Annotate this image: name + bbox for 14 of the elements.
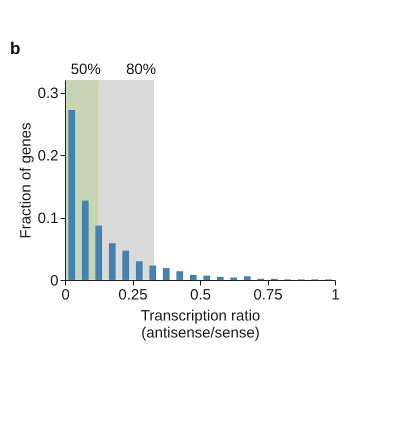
x-tick-label: 0: [61, 286, 70, 304]
y-axis-title: Fraction of genes: [18, 122, 35, 238]
y-tick-label: 0: [50, 272, 58, 290]
band-label: 50%: [70, 61, 101, 78]
y-tick-label: 0.1: [38, 210, 58, 227]
x-tick-label: 0.5: [190, 286, 211, 304]
x-tick-label: 0.75: [253, 286, 283, 304]
y-tick-label: 0.2: [38, 148, 58, 164]
x-tick-label: 0.25: [118, 286, 148, 304]
x-tick-label: 1: [331, 286, 340, 304]
x-axis-title: Transcription ratio (antisense/sense): [140, 308, 260, 342]
text: b: [10, 39, 20, 58]
band-label: 80%: [126, 61, 156, 78]
y-tick-label: 0.3: [38, 85, 58, 102]
